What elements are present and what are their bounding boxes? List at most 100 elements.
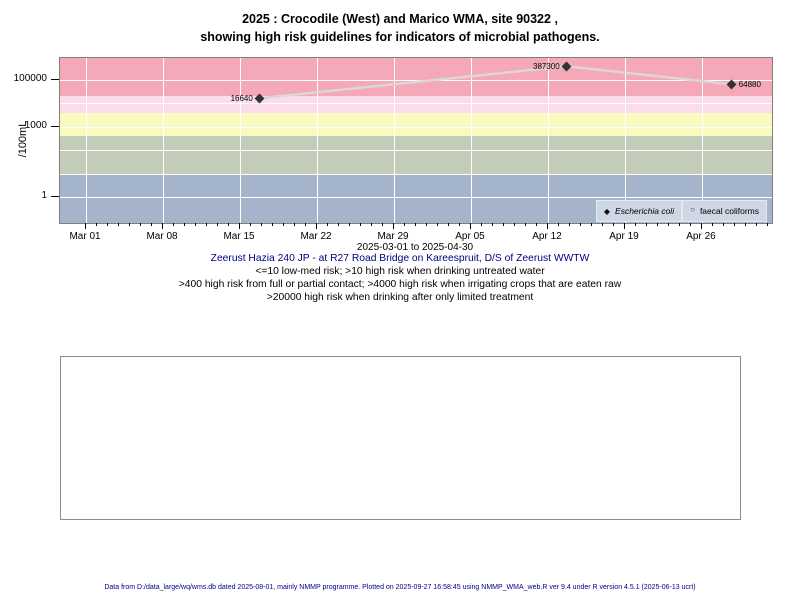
chart-title: 2025 : Crocodile (West) and Marico WMA, … — [0, 10, 800, 46]
x-major-tick — [239, 223, 240, 229]
legend-item-faecal-coliforms: ○ faecal coliforms — [682, 200, 767, 222]
ecoli-series-line — [258, 64, 733, 100]
x-minor-tick — [184, 223, 185, 226]
y-tick-label: 1 — [41, 190, 47, 201]
x-minor-tick — [305, 223, 306, 226]
x-minor-tick — [294, 223, 295, 226]
risk-band-0 — [60, 58, 772, 97]
x-minor-tick — [459, 223, 460, 226]
x-minor-tick — [580, 223, 581, 226]
x-minor-tick — [349, 223, 350, 226]
x-minor-tick — [404, 223, 405, 226]
x-tick-label: Mar 29 — [377, 231, 409, 242]
x-minor-tick — [492, 223, 493, 226]
y-tick-mark — [51, 79, 59, 80]
series-line-layer — [258, 64, 733, 100]
h-gridline — [60, 150, 772, 152]
x-tick-label: Apr 26 — [686, 231, 716, 242]
x-minor-tick — [712, 223, 713, 226]
plot-area: ◆ Escherichia coli ○ faecal coliforms 16… — [59, 57, 773, 224]
risk-guideline-line3: >20000 high risk when drinking after onl… — [266, 292, 534, 303]
x-tick-label: Mar 15 — [223, 231, 255, 242]
x-minor-tick — [327, 223, 328, 226]
x-minor-tick — [217, 223, 218, 226]
x-minor-tick — [338, 223, 339, 226]
x-major-tick — [162, 223, 163, 229]
v-gridline — [240, 58, 241, 223]
data-point-label: 16640 — [230, 93, 253, 103]
x-minor-tick — [140, 223, 141, 226]
v-gridline — [548, 58, 549, 223]
v-gridline — [702, 58, 703, 223]
x-minor-tick — [525, 223, 526, 226]
x-minor-tick — [481, 223, 482, 226]
x-tick-label: Apr 12 — [532, 231, 562, 242]
filled-diamond-icon: ◆ — [603, 206, 611, 216]
x-major-tick — [393, 223, 394, 229]
h-gridline — [60, 103, 772, 105]
x-minor-tick — [668, 223, 669, 226]
h-gridline — [60, 173, 772, 175]
x-minor-tick — [558, 223, 559, 226]
x-major-tick — [85, 223, 86, 229]
caption-block: Zeerust Hazia 240 JP - at R27 Road Bridg… — [0, 252, 800, 304]
x-minor-tick — [613, 223, 614, 226]
x-tick-label: Mar 01 — [69, 231, 101, 242]
x-minor-tick — [767, 223, 768, 226]
risk-guideline-line1: <=10 low-med risk; >10 high risk when dr… — [255, 266, 545, 277]
risk-guideline-line2: >400 high risk from full or partial cont… — [178, 279, 622, 290]
x-minor-tick — [514, 223, 515, 226]
x-minor-tick — [250, 223, 251, 226]
legend-label-escherichia-coli: Escherichia coli — [615, 206, 675, 216]
x-tick-label: Apr 05 — [455, 231, 485, 242]
legend-item-escherichia-coli: ◆ Escherichia coli — [595, 200, 683, 222]
y-axis-title: /100mL — [17, 120, 29, 158]
h-gridline — [60, 197, 772, 198]
x-minor-tick — [228, 223, 229, 226]
x-major-tick — [316, 223, 317, 229]
data-point-label: 64880 — [738, 79, 761, 89]
x-minor-tick — [96, 223, 97, 226]
x-minor-tick — [756, 223, 757, 226]
chart-title-line1: 2025 : Crocodile (West) and Marico WMA, … — [242, 12, 558, 26]
legend: ◆ Escherichia coli ○ faecal coliforms — [595, 200, 767, 222]
v-gridline — [317, 58, 318, 223]
v-gridline — [471, 58, 472, 223]
y-tick-label: 100000 — [13, 73, 47, 84]
x-axis-title: 2025-03-01 to 2025-04-30 — [356, 242, 474, 253]
legend-label-faecal-coliforms: faecal coliforms — [699, 206, 759, 216]
h-gridline — [60, 80, 772, 81]
risk-band-3 — [60, 136, 772, 174]
x-minor-tick — [602, 223, 603, 226]
x-minor-tick — [118, 223, 119, 226]
x-major-tick — [547, 223, 548, 229]
x-minor-tick — [283, 223, 284, 226]
v-gridline — [86, 58, 87, 223]
x-minor-tick — [536, 223, 537, 226]
x-minor-tick — [426, 223, 427, 226]
x-minor-tick — [206, 223, 207, 226]
x-minor-tick — [107, 223, 108, 226]
footer-provenance: Data from D:/data_large/wq/wms.db dated … — [104, 584, 696, 591]
x-minor-tick — [371, 223, 372, 226]
x-minor-tick — [734, 223, 735, 226]
x-minor-tick — [195, 223, 196, 226]
x-minor-tick — [151, 223, 152, 226]
x-tick-label: Apr 19 — [609, 231, 639, 242]
x-minor-tick — [679, 223, 680, 226]
v-gridline — [163, 58, 164, 223]
x-minor-tick — [503, 223, 504, 226]
site-description: Zeerust Hazia 240 JP - at R27 Road Bridg… — [210, 253, 590, 264]
x-minor-tick — [415, 223, 416, 226]
x-minor-tick — [723, 223, 724, 226]
x-minor-tick — [591, 223, 592, 226]
x-major-tick — [624, 223, 625, 229]
x-minor-tick — [173, 223, 174, 226]
x-tick-label: Mar 22 — [300, 231, 332, 242]
x-minor-tick — [448, 223, 449, 226]
x-minor-tick — [261, 223, 262, 226]
x-minor-tick — [569, 223, 570, 226]
x-minor-tick — [646, 223, 647, 226]
y-tick-mark — [51, 125, 59, 127]
